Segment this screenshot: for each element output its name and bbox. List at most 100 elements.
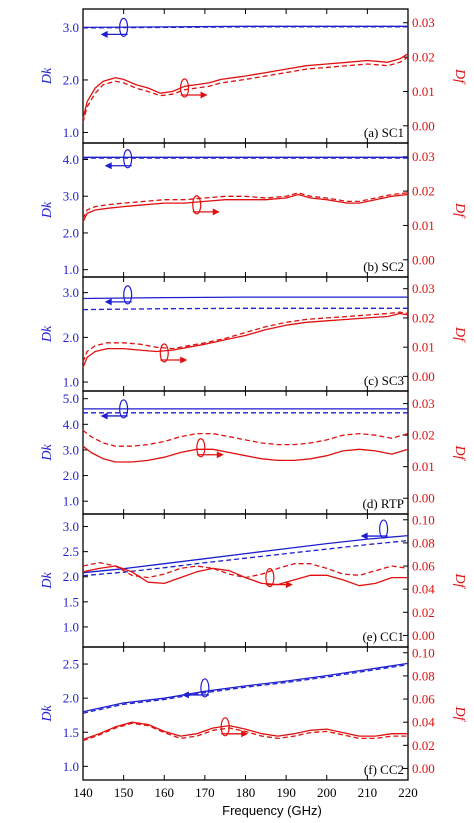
panel-5-dk-tick-label-3: 2.5 <box>63 544 79 559</box>
panel-4-dk-axis-label: Dk <box>40 444 55 462</box>
x-tick-label-8: 220 <box>398 785 418 800</box>
panel-2-dk-arrowhead-icon <box>104 162 112 170</box>
panel-4-df-axis-label: Df <box>452 445 467 462</box>
panel-3-dk-tick-label-0: 1.0 <box>63 375 79 390</box>
panel-6-dk-tick-label-2: 2.0 <box>63 691 79 706</box>
panel-2-dk-indicator-ellipse <box>123 149 133 169</box>
panel-3-dk-dashed-line <box>82 307 408 311</box>
panel-4-df-dashed-line <box>82 429 409 447</box>
panel-6-df-tick-label-5: 0.10 <box>412 645 435 660</box>
panel-3-df-dashed-line <box>82 311 409 363</box>
panel-5-dk-tick-label-0: 1.0 <box>63 619 79 634</box>
panel-5-dk-indicator-ellipse <box>379 519 389 539</box>
x-tick-label-3: 170 <box>195 785 215 800</box>
panel-5-df-tick-label-5: 0.10 <box>412 512 435 527</box>
panel-2-df-axis-label: Df <box>452 202 467 219</box>
panel-6-df-solid-line <box>82 721 408 741</box>
panel-1-dk-axis-label: Dk <box>40 67 55 85</box>
panel-5-df-tick-label-4: 0.08 <box>412 535 435 550</box>
panel-3-df-indicator-ellipse <box>159 343 169 363</box>
panel-6-df-tick-label-2: 0.04 <box>412 715 435 730</box>
panel-1-dk-tick-label-0: 1.0 <box>63 125 79 140</box>
panel-5-frame <box>82 513 409 648</box>
panel-6-frame <box>82 646 409 781</box>
panel-2-dk-axis-label: Dk <box>40 201 55 219</box>
panel-1-df-arrowhead-icon <box>200 91 208 99</box>
panel-5-df-axis-label: Df <box>452 573 467 590</box>
panel-1-label: (a) SC1 <box>364 125 404 140</box>
panel-2-dk-tick-label-2: 3.0 <box>63 189 79 204</box>
x-tick-label-5: 190 <box>276 785 296 800</box>
panel-4-df-tick-label-2: 0.02 <box>412 428 435 443</box>
panel-6-dk-tick-label-1: 1.5 <box>63 725 79 740</box>
panel-6-dk-solid-line <box>82 662 409 713</box>
panel-6-df-tick-label-1: 0.02 <box>412 738 435 753</box>
panel-4-dk-tick-label-2: 3.0 <box>63 442 79 457</box>
panel-1-df-dashed-line <box>82 56 409 123</box>
panel-5-dk-tick-label-1: 1.5 <box>63 594 79 609</box>
panel-2-dk-tick-label-3: 4.0 <box>63 152 79 167</box>
panel-2-df-tick-label-3: 0.03 <box>412 149 435 164</box>
panel-4-df-tick-label-3: 0.03 <box>412 396 435 411</box>
panel-5-df-indicator-ellipse <box>265 568 275 588</box>
panel-4-df-solid-line <box>82 445 409 463</box>
panel-5-dk-axis-label: Dk <box>40 572 55 590</box>
panel-5-dk-tick-label-2: 2.0 <box>63 569 79 584</box>
panel-1-df-axis-label: Df <box>452 68 467 85</box>
panel-3-dk-solid-line <box>82 296 408 300</box>
x-tick-label-1: 150 <box>114 785 134 800</box>
panel-6-dk-axis-label: Dk <box>40 705 55 723</box>
panel-3-label: (c) SC3 <box>364 373 404 388</box>
panel-4-dk-indicator-ellipse <box>119 399 129 419</box>
panel-5-df-arrowhead-icon <box>285 581 293 589</box>
panel-6-df-tick-label-0: 0.00 <box>412 761 435 776</box>
panel-6-label: (f) CC2 <box>364 762 404 777</box>
panel-1-dk-tick-label-1: 2.0 <box>63 72 79 87</box>
panel-6-dk-dashed-line <box>82 664 409 714</box>
panel-4-dk-tick-label-4: 5.0 <box>63 391 79 406</box>
panel-2-dk-tick-label-0: 1.0 <box>63 262 79 277</box>
panel-4-label: (d) RTP <box>363 496 404 511</box>
panel-1-df-tick-label-1: 0.01 <box>412 84 435 99</box>
panel-1-df-tick-label-2: 0.02 <box>412 50 435 65</box>
panel-3-df-axis-label: Df <box>452 326 467 343</box>
panel-5-dk-solid-line <box>82 534 409 574</box>
panel-6-df-axis-label: Df <box>452 706 467 723</box>
panel-3-df-tick-label-2: 0.02 <box>412 310 435 325</box>
panel-2-dk-tick-label-1: 2.0 <box>63 225 79 240</box>
panel-2-df-dashed-line <box>82 192 409 219</box>
panel-4-df-indicator-ellipse <box>196 438 206 458</box>
panel-4-dk-tick-label-1: 2.0 <box>63 468 79 483</box>
panel-4-dk-tick-label-0: 1.0 <box>63 494 79 509</box>
panel-1-dk-tick-label-2: 3.0 <box>63 20 79 35</box>
panel-2-df-indicator-ellipse <box>192 195 202 215</box>
panel-6-df-tick-label-3: 0.06 <box>412 692 435 707</box>
panel-5-dk-dashed-line <box>82 539 409 577</box>
panel-1-df-tick-label-3: 0.03 <box>412 15 435 30</box>
panel-2-df-solid-line <box>82 193 409 223</box>
panel-5-df-tick-label-3: 0.06 <box>412 559 435 574</box>
panel-1-df-tick-label-0: 0.00 <box>412 118 435 133</box>
panel-3-dk-tick-label-2: 3.0 <box>63 285 79 300</box>
panel-5-label: (e) CC1 <box>362 629 404 644</box>
panel-6-df-arrowhead-icon <box>241 730 249 738</box>
panel-3-df-arrowhead-icon <box>180 356 188 364</box>
panel-4-df-arrowhead-icon <box>216 451 224 459</box>
panel-4-df-tick-label-1: 0.01 <box>412 459 435 474</box>
panel-5-dk-tick-label-4: 3.0 <box>63 519 79 534</box>
panel-3-dk-arrowhead-icon <box>104 298 112 306</box>
panel-6-dk-tick-label-0: 1.0 <box>63 759 79 774</box>
panel-2-df-tick-label-0: 0.00 <box>412 252 435 267</box>
x-tick-label-6: 200 <box>317 785 337 800</box>
panel-3-df-solid-line <box>82 312 409 368</box>
x-tick-label-2: 160 <box>155 785 175 800</box>
panel-5-df-tick-label-2: 0.04 <box>412 582 435 597</box>
panel-3-dk-axis-label: Dk <box>40 325 55 343</box>
panel-3-df-tick-label-3: 0.03 <box>412 281 435 296</box>
panel-1-dk-dashed-line <box>82 26 408 29</box>
panel-2-df-arrowhead-icon <box>212 208 220 216</box>
panel-3-dk-indicator-ellipse <box>123 285 133 305</box>
panel-6-df-dashed-line <box>82 722 408 742</box>
panel-2-df-tick-label-1: 0.01 <box>412 218 435 233</box>
